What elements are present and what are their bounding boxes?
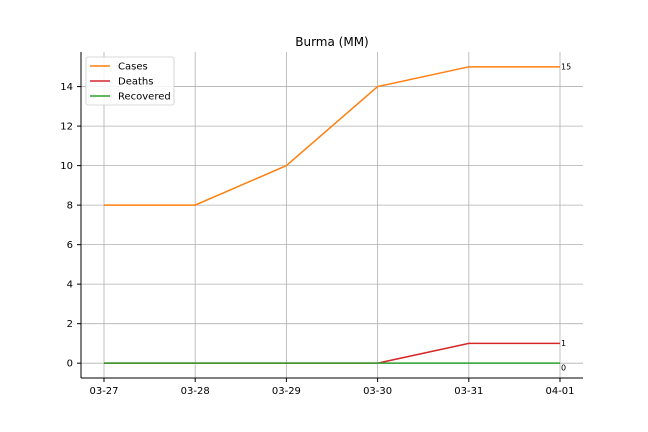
y-tick-label: 2 [67,319,73,330]
y-tick-label: 8 [67,201,73,212]
legend-label: Deaths [118,77,153,88]
legend-box [85,56,175,106]
series-end-label: 0 [561,364,566,373]
series-line-cases [104,66,560,206]
legend: Cases Deaths Recovered [85,56,175,106]
chart-title: Burma (MM) [295,35,369,49]
x-tick-label: 03-28 [181,386,210,397]
y-tick-label: 0 [67,359,73,370]
y-tick-label: 12 [60,122,73,133]
series-end-label: 1 [561,339,566,348]
x-tick-label: 03-27 [89,386,118,397]
x-tick-label: 03-30 [363,386,392,397]
axes: 03-27 03-28 03-29 03-30 03-31 04-010246810121… [60,52,583,397]
y-tick-label: 6 [67,240,73,251]
legend-label: Recovered [118,92,171,103]
y-tick-label: 4 [67,280,73,291]
y-tick-label: 14 [60,82,73,93]
series-end-label: 15 [561,62,571,71]
x-tick-label: 04-01 [545,386,574,397]
x-tick-label: 03-29 [272,386,301,397]
legend-label: Cases [118,62,148,73]
series-line-deaths [104,342,560,364]
y-tick-label: 10 [60,161,73,172]
x-tick-label: 03-31 [454,386,483,397]
